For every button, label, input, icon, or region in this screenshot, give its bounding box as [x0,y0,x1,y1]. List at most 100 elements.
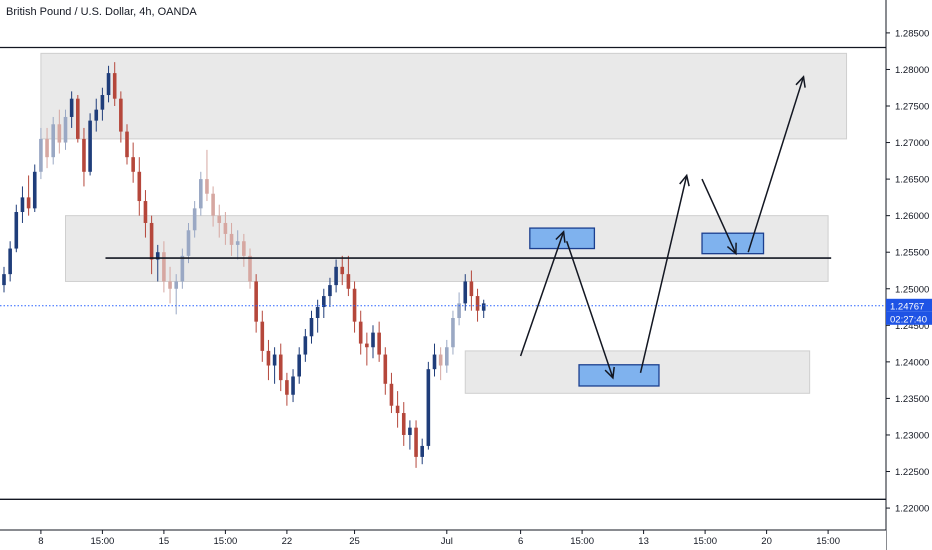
target-box-2[interactable] [578,364,660,387]
arrow-line-1[interactable] [519,231,565,357]
candle-body [451,318,455,348]
candle-body [340,266,345,275]
candle-body [106,73,111,96]
candle-body [438,354,443,366]
arrows-layer [519,75,806,380]
candle-body [32,171,37,209]
time-tick-label: 15:00 [816,536,840,547]
candle-body [131,157,135,172]
candle-body [119,98,123,132]
sr-zone-2[interactable] [65,215,829,282]
candle-body [285,380,289,395]
arrow-line-2[interactable] [565,240,614,379]
candle-body [162,252,166,282]
candle-body [100,95,105,110]
candle-body [192,208,197,231]
candle-body [481,303,486,311]
border-lines-layer [0,46,886,500]
candle-body [88,120,92,172]
candles-layer [2,62,486,468]
candle-body [401,413,406,435]
candle-body [371,332,375,348]
price-tick-label: 1.28500 [895,28,929,39]
candle-body [303,336,308,355]
target-box-1[interactable] [529,227,596,250]
candle-body [149,222,154,260]
last-price-tag: 1.24767 02:27:40 [886,298,932,325]
arrow-head-2 [604,366,615,380]
price-tick-label: 1.23500 [895,394,929,405]
candle-body [69,98,74,117]
price-axis-ticks: 1.28500 1.28000 1.27500 1.27000 1.26500 1.260… [886,28,929,515]
time-tick-label: 20 [761,536,772,547]
candle-body [358,321,363,344]
time-tick-label: 13 [638,536,649,547]
price-tick-label: 1.22000 [895,504,929,515]
candle-body [408,427,412,435]
arrow-head-3 [679,173,690,187]
candle-body [180,255,185,282]
candle-body [457,303,461,318]
price-tick-label: 1.22500 [895,467,929,478]
candle-body [205,179,209,194]
candle-body [186,230,191,256]
candle-body [383,354,388,384]
candle-body [475,296,480,311]
candle-body [51,124,55,158]
candle-body [14,212,19,249]
candle-body [94,109,99,121]
last-price-tag-box [886,298,932,312]
candle-body [389,383,394,406]
arrow-line-5[interactable] [747,76,805,253]
candle-body [463,281,468,304]
candle-body [260,321,265,351]
price-tick-label: 1.27000 [895,138,929,149]
price-tick-label: 1.25500 [895,248,929,259]
zones-layer [40,52,848,394]
time-tick-label: 6 [518,536,523,547]
time-tick-label: 15 [159,536,170,547]
arrow-head-4 [726,242,737,256]
candle-body [322,296,326,308]
time-tick-label: 8 [38,536,43,547]
time-tick-label: Jul [441,536,453,547]
candle-body [266,350,271,366]
sr-zone-1[interactable] [40,52,848,140]
candle-body [76,98,80,139]
candle-body [235,241,240,245]
candle-body [445,347,449,366]
countdown-label: 02:27:40 [890,314,927,325]
price-axis-background [886,0,932,550]
candle-body [20,197,25,212]
time-tick-label: 22 [282,536,293,547]
candle-body [346,274,351,289]
price-tick-label: 1.28000 [895,65,929,76]
candle-body [137,171,142,202]
candle-body [223,222,228,234]
candle-body [414,427,418,457]
candle-body [143,201,148,223]
candle-body [63,116,68,143]
chart-title: British Pound / U.S. Dollar, 4h, OANDA [6,6,197,18]
candle-body [334,266,338,286]
candle-body [432,354,437,370]
candle-body [328,285,332,297]
candle-body [291,376,295,395]
candle-body [229,233,234,245]
arrow-line-3[interactable] [639,175,688,373]
time-axis-background [0,530,886,550]
target-box-3[interactable] [701,232,765,255]
candle-body [242,241,246,256]
arrow-head-1 [555,230,566,243]
price-tick-label: 1.27500 [895,102,929,113]
candle-body [45,138,49,158]
time-tick-label: 15:00 [693,536,717,547]
candle-body [2,274,6,286]
price-tick-label: 1.24500 [895,321,929,332]
time-tick-label: 15:00 [91,536,115,547]
candle-body [278,354,283,381]
candle-body [57,124,62,143]
arrow-line-4[interactable] [701,178,737,255]
